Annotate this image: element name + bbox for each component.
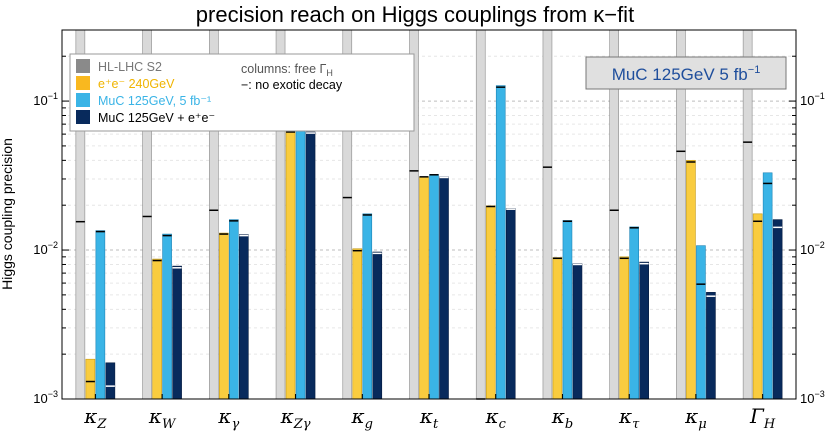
bar-3-3 [229, 219, 239, 400]
bar-3-9 [629, 226, 639, 400]
y-tick-label-left: 10−1 [33, 91, 58, 108]
axis-layer: 10−3 10−3 10−2 10−2 10−1 10−1 [33, 55, 825, 406]
y-tick-label-left: 10−2 [33, 240, 58, 257]
y-tick-label-right: 10−2 [800, 240, 825, 257]
legend-swatch-4 [76, 110, 90, 124]
bar-4-5 [372, 251, 383, 400]
bar-3-2 [162, 233, 172, 400]
category-labels: κZ κW κγ κZγ κg κt κc κb κτ κμ ΓH [83, 404, 776, 432]
bar-3-4 [295, 98, 306, 400]
bar-4-4 [305, 131, 316, 400]
bar-4-3 [239, 234, 249, 400]
annotation-box: MuC 125GeV 5 fb−1 [585, 56, 787, 90]
bar-2-1 [85, 358, 96, 400]
chart-title: precision reach on Higgs couplings from … [196, 2, 634, 27]
legend: HL-LHC S2 e⁺e⁻ 240GeV MuC 125GeV, 5 fb⁻¹ Mu… [69, 53, 415, 132]
bar-1-8 [542, 29, 553, 400]
legend-label-3: MuC 125GeV, 5 fb⁻¹ [98, 94, 211, 108]
bar-2-11 [752, 213, 763, 400]
y-tick-label-right: 10−1 [800, 91, 825, 108]
bar-2-7 [485, 205, 496, 400]
bar-1-7 [475, 29, 486, 400]
bar-4-1 [105, 362, 116, 400]
x-tick-label: κγ [217, 404, 239, 432]
bar-2-6 [419, 176, 429, 400]
bar-2-2 [152, 258, 162, 400]
y-tick-label-left: 10−3 [33, 389, 58, 406]
bar-3-1 [95, 230, 106, 400]
y-axis-label: Higgs coupling precision [0, 138, 15, 290]
legend-swatch-3 [76, 93, 90, 107]
y-tick-label-right: 10−3 [800, 389, 825, 406]
bar-3-11 [762, 172, 773, 400]
x-tick-label: κt [419, 404, 439, 432]
bar-4-9 [639, 261, 649, 400]
x-tick-label: κμ [684, 404, 707, 432]
legend-swatch-1 [76, 59, 90, 73]
bar-4-6 [439, 176, 449, 400]
bar-3-7 [495, 85, 506, 400]
x-tick-label: ΓH [749, 404, 776, 432]
legend-swatch-2 [76, 76, 90, 90]
legend-box [69, 53, 415, 132]
bar-3-6 [429, 174, 439, 400]
bar-2-9 [619, 256, 629, 400]
bar-2-3 [219, 232, 229, 400]
bar-3-5 [362, 213, 373, 400]
bar-2-5 [352, 248, 363, 400]
bar-2-8 [552, 257, 563, 400]
legend-note-free: columns: free ΓH [241, 62, 333, 78]
x-tick-label: κτ [618, 404, 640, 432]
x-tick-label: κb [551, 404, 573, 432]
bars-layer [75, 29, 783, 400]
x-tick-label: κc [485, 404, 507, 432]
bar-2-4 [285, 130, 296, 400]
bar-3-10 [696, 245, 706, 400]
bar-4-11 [772, 219, 783, 400]
x-tick-label: κW [148, 404, 177, 432]
bar-3-8 [562, 220, 573, 400]
bar-2-10 [686, 160, 696, 400]
legend-label-4: MuC 125GeV + e⁺e⁻ [98, 111, 215, 125]
x-tick-label: κZγ [280, 404, 311, 432]
annotation-text: MuC 125GeV 5 fb−1 [612, 64, 761, 84]
x-tick-label: κg [351, 404, 373, 432]
legend-label-1: HL-LHC S2 [98, 60, 162, 74]
legend-note-dash: −: no exotic decay [241, 78, 343, 92]
legend-label-2: e⁺e⁻ 240GeV [98, 77, 175, 91]
bar-4-10 [706, 292, 716, 400]
x-tick-label: κZ [83, 404, 107, 432]
bar-4-2 [172, 265, 182, 400]
bar-4-8 [572, 263, 583, 400]
bar-4-7 [505, 208, 516, 400]
